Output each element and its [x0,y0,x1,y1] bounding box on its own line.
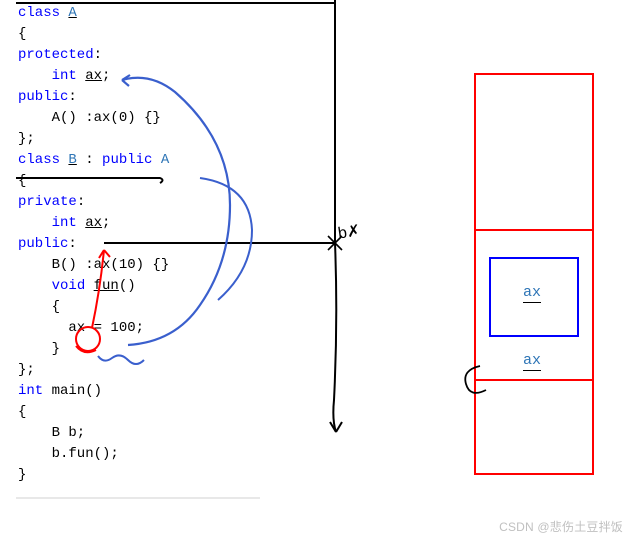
code-token: class [18,152,68,168]
code-line: b.fun(); [18,444,338,465]
code-token [85,278,93,294]
code-token: : [77,194,85,210]
code-line: int ax; [18,66,338,87]
code-token: ax = 100; [18,320,144,336]
code-line: class B : public A [18,150,338,171]
code-token: ax [85,215,102,231]
code-line: ax = 100; [18,318,338,339]
code-token: int [52,68,77,84]
code-token: B() :ax(10) {} [18,257,169,273]
code-token: }; [18,131,35,147]
code-token [18,68,52,84]
code-line: B() :ax(10) {} [18,255,338,276]
code-token [152,152,160,168]
code-token: }; [18,362,35,378]
code-token: : [77,152,102,168]
code-block: class A{protected: int ax;public: A() :a… [18,3,338,486]
code-token: { [18,26,26,42]
code-line: }; [18,360,338,381]
code-token: B [68,152,76,168]
code-line: { [18,402,338,423]
code-token: A() :ax(0) {} [18,110,161,126]
code-line: }; [18,129,338,150]
code-token: main() [43,383,102,399]
code-token: fun [94,278,119,294]
code-token: ax [85,68,102,84]
code-line: } [18,465,338,486]
code-token: public [102,152,152,168]
code-token: public [18,236,68,252]
code-token: class [18,5,68,21]
code-line: void fun() [18,276,338,297]
code-line: { [18,297,338,318]
code-line: { [18,24,338,45]
cross-out-icon: b✗ [337,221,362,244]
code-line: class A [18,3,338,24]
code-line: { [18,171,338,192]
outer-ax-label: ax [523,352,541,371]
code-token: ; [102,68,110,84]
code-token: A [68,5,76,21]
code-token: B b; [18,425,85,441]
code-line: B b; [18,423,338,444]
code-token: { [18,404,26,420]
inner-ax-label: ax [523,284,541,303]
code-token: ; [102,215,110,231]
code-token: public [18,89,68,105]
code-token: } [18,341,60,357]
code-token: void [52,278,86,294]
code-token: int [52,215,77,231]
code-token: () [119,278,136,294]
code-token: A [161,152,169,168]
code-line: int ax; [18,213,338,234]
code-line: int main() [18,381,338,402]
code-token [18,215,52,231]
watermark-text: CSDN @悲伤土豆拌饭 [499,518,623,535]
code-token [77,68,85,84]
code-token: b.fun(); [18,446,119,462]
code-token: protected [18,47,94,63]
code-token: private [18,194,77,210]
code-token: int [18,383,43,399]
code-line: protected: [18,45,338,66]
code-line: public: [18,234,338,255]
code-token: { [18,173,26,189]
code-token [77,215,85,231]
code-line: private: [18,192,338,213]
code-token: : [68,89,76,105]
code-token: } [18,467,26,483]
code-token: : [68,236,76,252]
code-line: } [18,339,338,360]
code-line: public: [18,87,338,108]
code-token [18,278,52,294]
code-token: : [94,47,102,63]
code-token: { [18,299,60,315]
code-line: A() :ax(0) {} [18,108,338,129]
